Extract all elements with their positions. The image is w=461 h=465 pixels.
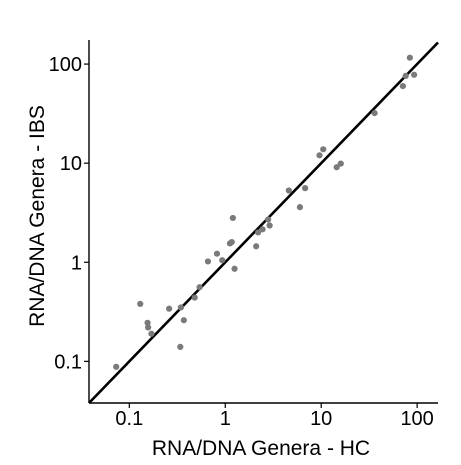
data-point — [402, 72, 409, 79]
data-point — [166, 305, 173, 312]
data-point — [191, 294, 198, 301]
y-tick-label: 10 — [60, 153, 82, 175]
data-point — [213, 250, 221, 257]
data-point — [316, 152, 323, 159]
data-point — [371, 110, 378, 117]
data-point — [333, 164, 340, 171]
y-tick-label: 0.1 — [54, 351, 82, 373]
reference-line — [88, 41, 439, 404]
reference-line-layer — [88, 41, 439, 404]
data-point — [259, 226, 266, 233]
data-point — [145, 324, 152, 331]
data-point — [137, 300, 144, 308]
axes-layer: 0.1 1 10 100 0.1 1 10 100 — [49, 40, 438, 430]
x-tick-label: 0.1 — [115, 408, 143, 430]
x-tick-label: 1 — [220, 408, 231, 430]
data-point — [204, 258, 212, 265]
data-point — [285, 187, 292, 194]
data-point — [266, 222, 273, 229]
y-tick-label: 100 — [49, 54, 82, 76]
x-tick-label: 100 — [400, 408, 433, 430]
data-point — [144, 319, 151, 326]
data-point — [177, 343, 184, 350]
data-point — [177, 304, 185, 311]
data-point — [229, 214, 236, 222]
data-point — [148, 330, 155, 337]
data-points-layer — [113, 54, 418, 370]
data-point — [219, 257, 226, 264]
data-point — [406, 54, 413, 61]
data-point — [296, 204, 304, 211]
x-axis-title: RNA/DNA Genera - HC — [152, 437, 370, 460]
y-tick-label: 1 — [71, 252, 82, 274]
data-point — [265, 216, 272, 223]
y-axis-title: RNA/DNA Genera - IBS — [26, 105, 49, 327]
data-point — [196, 284, 203, 291]
data-point — [113, 363, 120, 370]
data-point — [399, 82, 406, 90]
data-point — [337, 160, 344, 167]
data-point — [253, 243, 260, 250]
data-point — [320, 146, 327, 153]
x-tick-label: 10 — [310, 408, 332, 430]
data-point — [231, 265, 238, 272]
data-point — [255, 229, 262, 236]
data-point — [302, 185, 309, 192]
data-point — [180, 317, 187, 324]
data-point — [411, 71, 418, 78]
data-point — [228, 238, 235, 246]
